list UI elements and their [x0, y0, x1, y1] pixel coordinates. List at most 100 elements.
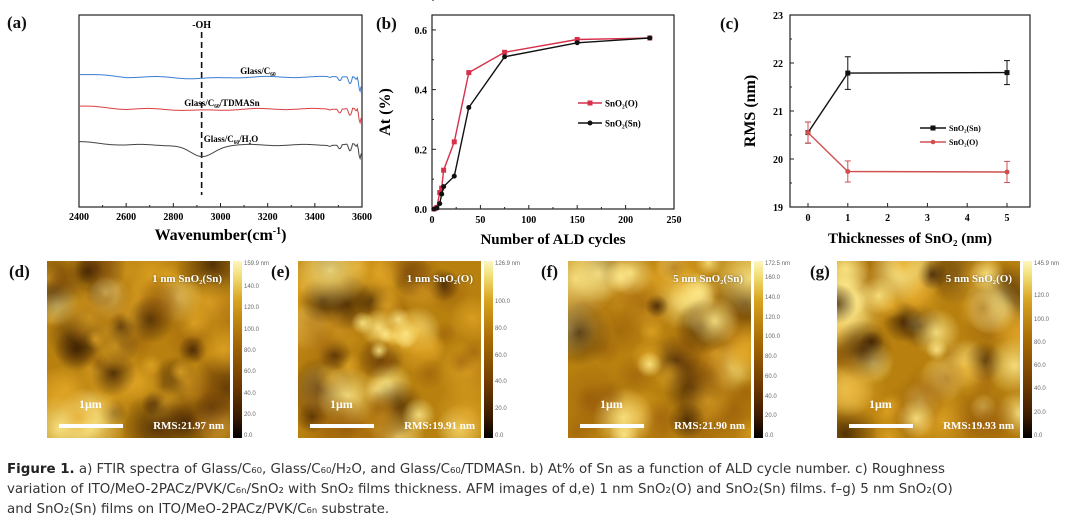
- x-tick-label: 3200: [258, 212, 278, 223]
- colorbar-d: [233, 261, 242, 438]
- caption-line-2: variation of ITO/MeO-2PACz/PVK/C₆ₙ/SnO₂ …: [7, 482, 953, 497]
- afm-surface-texture: [568, 261, 751, 438]
- colorbar-tick-label: 60.0: [765, 373, 777, 380]
- panel-label-e: (e): [271, 262, 290, 281]
- y-axis-label: RMS (nm): [742, 75, 759, 147]
- data-point: [574, 40, 580, 46]
- x-tick-label: 4: [965, 213, 970, 224]
- colorbar-tick-label: 20.0: [495, 406, 507, 413]
- colorbar-tick-label: 160.0: [765, 275, 781, 282]
- x-tick-label: 5: [1005, 213, 1010, 224]
- data-point: [805, 130, 811, 136]
- ftir-chart: 2400 2600 2800 3000 3200 3400 3600 Wavenumber(c…: [69, 14, 372, 244]
- data-point: [502, 54, 508, 60]
- y-tick-label: 0.4: [415, 86, 428, 97]
- plot-frame: [78, 14, 363, 208]
- colorbar-tick-label: 60.0: [1034, 363, 1046, 370]
- data-point: [434, 205, 440, 211]
- legend-marker: [930, 139, 936, 145]
- x-tick-label: 3: [925, 213, 930, 224]
- colorbar-tick-label: 60.0: [495, 352, 507, 359]
- afm-sample-title: 1 nm SnO₂(Sn): [152, 273, 222, 285]
- colorbar-tick-label: 100.0: [244, 326, 260, 333]
- data-point: [466, 105, 472, 111]
- colorbar-labels: 172.5 nm 160.0 140.0 120.0 100.0 80.0 60.0 40.0…: [765, 261, 805, 439]
- y-tick-label: 0.6: [415, 26, 428, 37]
- y-axis-label: At (%): [377, 88, 394, 136]
- afm-surface-texture: [298, 261, 481, 438]
- data-point: [437, 201, 443, 207]
- series-line-SnO2(Sn): [433, 37, 650, 210]
- colorbar-tick-label: 0.0: [765, 433, 774, 439]
- colorbar-tick-label: 40.0: [244, 390, 256, 397]
- colorbar-tick-label: 80.0: [1034, 339, 1046, 346]
- caption-figure-label: Figure 1.: [7, 462, 75, 477]
- legend-label: SnO₂(Sn): [605, 119, 641, 129]
- x-tick-label: 0: [430, 215, 435, 226]
- colorbar-max-label: 145.9 nm: [1034, 261, 1060, 267]
- spectrum-line-1: [78, 74, 363, 94]
- afm-image-e: 1 nm SnO₂(O) 1μm RMS:19.91 nm: [298, 261, 481, 438]
- data-point: [574, 36, 580, 42]
- scale-bar: [580, 424, 644, 428]
- afm-sample-title: 1 nm SnO₂(O): [406, 273, 473, 285]
- colorbar-max-label: 159.9 nm: [244, 261, 270, 267]
- afm-surface-texture: [47, 261, 230, 438]
- spectrum-label: Glass/C₆₀/TDMASn: [184, 98, 259, 108]
- colorbar-tick-label: 40.0: [1034, 386, 1046, 393]
- afm-sample-title: 5 nm SnO₂(O): [945, 273, 1012, 285]
- data-point: [845, 168, 851, 174]
- colorbar-tick-label: 40.0: [495, 379, 507, 386]
- x-axis-label-superscript: -1: [273, 226, 281, 237]
- x-tick-label: 2800: [163, 212, 183, 223]
- panel-label-d: (d): [9, 262, 30, 281]
- spectrum-label: Glass/C₆₀/H₂O: [204, 134, 259, 144]
- x-tick-label: 250: [667, 215, 682, 226]
- y-tick-label: 22: [773, 59, 783, 70]
- data-point: [1004, 70, 1010, 76]
- rms-value: RMS:19.93 nm: [943, 420, 1014, 432]
- legend-marker: [587, 100, 593, 106]
- spectrum-label: Glass/C₆₀: [240, 66, 276, 76]
- data-point: [466, 70, 472, 76]
- legend-marker: [587, 120, 593, 126]
- colorbar-tick-label: 0.0: [1034, 433, 1043, 439]
- x-axis-label: Wavenumber(cm-1): [155, 226, 287, 244]
- panel-label-b: (b): [376, 14, 397, 33]
- x-tick-label: 0: [806, 213, 811, 224]
- data-point: [845, 70, 851, 76]
- y-tick-label: 0.0: [415, 205, 428, 216]
- x-tick-label: 3000: [211, 212, 231, 223]
- y-tick-label: 23: [773, 11, 783, 22]
- series-line-SnO2(O): [433, 37, 650, 210]
- y-tick-label: 20: [773, 155, 783, 166]
- caption-line-3: and SnO₂(Sn) films on ITO/MeO-2PACz/PVK/…: [7, 502, 390, 517]
- x-tick-label: 100: [521, 215, 536, 226]
- caption-line-1: a) FTIR spectra of Glass/C₆₀, Glass/C₆₀/…: [74, 462, 945, 477]
- data-point: [451, 173, 457, 179]
- x-tick-label: 200: [618, 215, 633, 226]
- colorbar-tick-label: 100.0: [495, 299, 511, 305]
- colorbar-tick-label: 140.0: [244, 284, 260, 291]
- colorbar-tick-label: 60.0: [244, 369, 256, 376]
- colorbar-tick-label: 100.0: [765, 334, 781, 341]
- legend-label: SnO₂(O): [949, 138, 978, 147]
- afm-image-d: 1 nm SnO₂(Sn) 1μm RMS:21.97 nm: [47, 261, 230, 438]
- panel-label-c: (c): [720, 14, 739, 33]
- data-point: [647, 35, 653, 41]
- colorbar-tick-label: 120.0: [1034, 293, 1050, 300]
- x-tick-label: 50: [475, 215, 485, 226]
- plot-frame: [789, 14, 1031, 208]
- oh-annotation: -OH: [192, 20, 211, 31]
- panel-label-g: (g): [810, 262, 830, 281]
- colorbar-tick-label: 20.0: [244, 411, 256, 418]
- x-axis-label-close: ): [281, 227, 286, 244]
- colorbar-tick-label: 80.0: [495, 325, 507, 332]
- colorbar-tick-label: 0.0: [495, 433, 504, 439]
- x-tick-label: 3600: [352, 212, 372, 223]
- colorbar-tick-label: 80.0: [765, 354, 777, 361]
- legend-label: SnO₂(Sn): [949, 124, 981, 133]
- x-tick-label: 2: [885, 213, 890, 224]
- spectrum-line-2: [79, 105, 363, 125]
